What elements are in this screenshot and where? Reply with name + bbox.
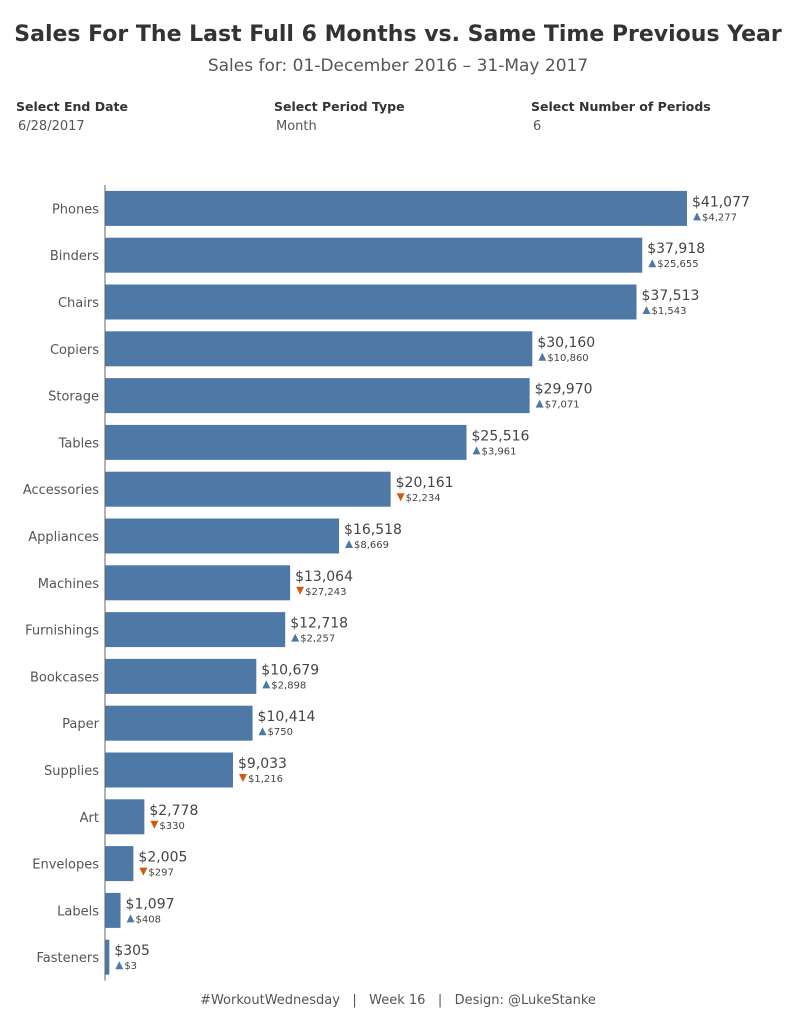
- change-label-phones: $4,277: [702, 212, 737, 223]
- period-type-value[interactable]: Month: [276, 119, 317, 134]
- bar-supplies: [105, 752, 233, 788]
- value-label-binders: $37,918: [647, 241, 705, 257]
- category-label-paper: Paper: [62, 717, 99, 732]
- category-label-copiers: Copiers: [50, 343, 99, 358]
- up-arrow-icon: [115, 961, 124, 970]
- change-label-copiers: $10,860: [547, 353, 588, 364]
- up-arrow-icon: [345, 540, 354, 548]
- bar-fasteners: [105, 939, 110, 975]
- period-type-label: Select Period Type: [274, 99, 405, 114]
- up-arrow-icon: [472, 446, 481, 455]
- category-label-appliances: Appliances: [28, 530, 99, 545]
- category-label-binders: Binders: [50, 249, 99, 264]
- up-arrow-icon: [535, 399, 544, 408]
- up-arrow-icon: [291, 633, 300, 642]
- category-label-furnishings: Furnishings: [25, 624, 99, 639]
- value-label-copiers: $30,160: [537, 335, 595, 351]
- page-title: Sales For The Last Full 6 Months vs. Sam…: [14, 22, 782, 47]
- period-type-filter[interactable]: Select Period Type Month: [274, 99, 405, 134]
- down-arrow-icon: [150, 820, 159, 829]
- bar-chairs: [105, 284, 637, 320]
- up-arrow-icon: [126, 914, 135, 923]
- bar-appliances: [105, 518, 340, 554]
- bar-art: [105, 799, 145, 835]
- bar-storage: [105, 378, 530, 414]
- change-label-paper: $750: [268, 727, 293, 738]
- number-of-periods-filter[interactable]: Select Number of Periods 6: [531, 99, 711, 134]
- value-label-machines: $13,064: [295, 569, 353, 585]
- category-label-envelopes: Envelopes: [32, 858, 99, 873]
- up-arrow-icon: [648, 259, 657, 268]
- up-arrow-icon: [693, 212, 701, 221]
- value-label-envelopes: $2,005: [138, 850, 187, 866]
- bar-machines: [105, 565, 291, 601]
- bar-furnishings: [105, 612, 286, 648]
- category-label-accessories: Accessories: [23, 483, 99, 498]
- value-label-labels: $1,097: [126, 896, 175, 912]
- value-label-accessories: $20,161: [396, 475, 454, 491]
- value-label-art: $2,778: [149, 803, 198, 819]
- value-label-chairs: $37,513: [642, 288, 700, 304]
- bar-binders: [105, 237, 643, 273]
- change-label-envelopes: $297: [148, 868, 173, 879]
- change-label-labels: $408: [136, 914, 161, 925]
- bar-copiers: [105, 331, 533, 367]
- value-label-paper: $10,414: [258, 709, 316, 725]
- end-date-filter[interactable]: Select End Date 6/28/2017: [16, 99, 128, 134]
- category-label-machines: Machines: [38, 577, 99, 592]
- category-label-bookcases: Bookcases: [30, 670, 99, 685]
- change-label-bookcases: $2,898: [271, 680, 306, 691]
- change-label-fasteners: $3: [124, 961, 137, 972]
- end-date-label: Select End Date: [16, 99, 128, 114]
- end-date-value[interactable]: 6/28/2017: [18, 119, 85, 134]
- down-arrow-icon: [296, 586, 305, 595]
- number-of-periods-value[interactable]: 6: [533, 119, 542, 134]
- change-label-tables: $3,961: [482, 446, 517, 457]
- category-label-phones: Phones: [52, 202, 99, 217]
- down-arrow-icon: [396, 493, 405, 502]
- value-label-furnishings: $12,718: [290, 616, 348, 632]
- footer-credits: #WorkoutWednesday | Week 16 | Design: @L…: [200, 993, 596, 1008]
- value-label-supplies: $9,033: [238, 756, 287, 772]
- change-label-storage: $7,071: [545, 400, 580, 411]
- category-label-chairs: Chairs: [58, 296, 99, 311]
- bar-labels: [105, 892, 121, 928]
- bar-paper: [105, 705, 253, 741]
- value-label-fasteners: $305: [114, 943, 150, 959]
- change-label-supplies: $1,216: [248, 774, 283, 785]
- change-label-chairs: $1,543: [652, 306, 687, 317]
- change-label-appliances: $8,669: [354, 540, 389, 551]
- down-arrow-icon: [139, 867, 148, 876]
- bar-bookcases: [105, 658, 257, 694]
- category-label-fasteners: Fasteners: [37, 951, 100, 966]
- page-subtitle: Sales for: 01-December 2016 – 31-May 201…: [207, 56, 589, 76]
- value-label-bookcases: $10,679: [261, 662, 319, 678]
- change-label-machines: $27,243: [305, 587, 346, 598]
- number-of-periods-label: Select Number of Periods: [531, 99, 711, 114]
- up-arrow-icon: [538, 352, 547, 361]
- change-label-accessories: $2,234: [406, 493, 441, 504]
- category-label-supplies: Supplies: [44, 764, 99, 779]
- value-label-storage: $29,970: [535, 382, 593, 398]
- category-label-art: Art: [80, 811, 99, 826]
- up-arrow-icon: [262, 680, 271, 689]
- category-label-tables: Tables: [58, 436, 100, 451]
- bar-envelopes: [105, 846, 134, 882]
- value-label-tables: $25,516: [472, 428, 530, 444]
- category-label-storage: Storage: [48, 390, 99, 405]
- value-label-appliances: $16,518: [344, 522, 402, 538]
- change-label-binders: $25,655: [657, 259, 698, 270]
- up-arrow-icon: [258, 727, 267, 736]
- change-label-art: $330: [159, 821, 184, 832]
- value-label-phones: $41,077: [692, 194, 750, 210]
- down-arrow-icon: [238, 774, 247, 782]
- category-label-labels: Labels: [57, 904, 99, 919]
- bar-phones: [105, 190, 687, 226]
- up-arrow-icon: [642, 306, 651, 314]
- bar-tables: [105, 424, 467, 460]
- change-label-furnishings: $2,257: [300, 634, 335, 645]
- bar-accessories: [105, 471, 391, 507]
